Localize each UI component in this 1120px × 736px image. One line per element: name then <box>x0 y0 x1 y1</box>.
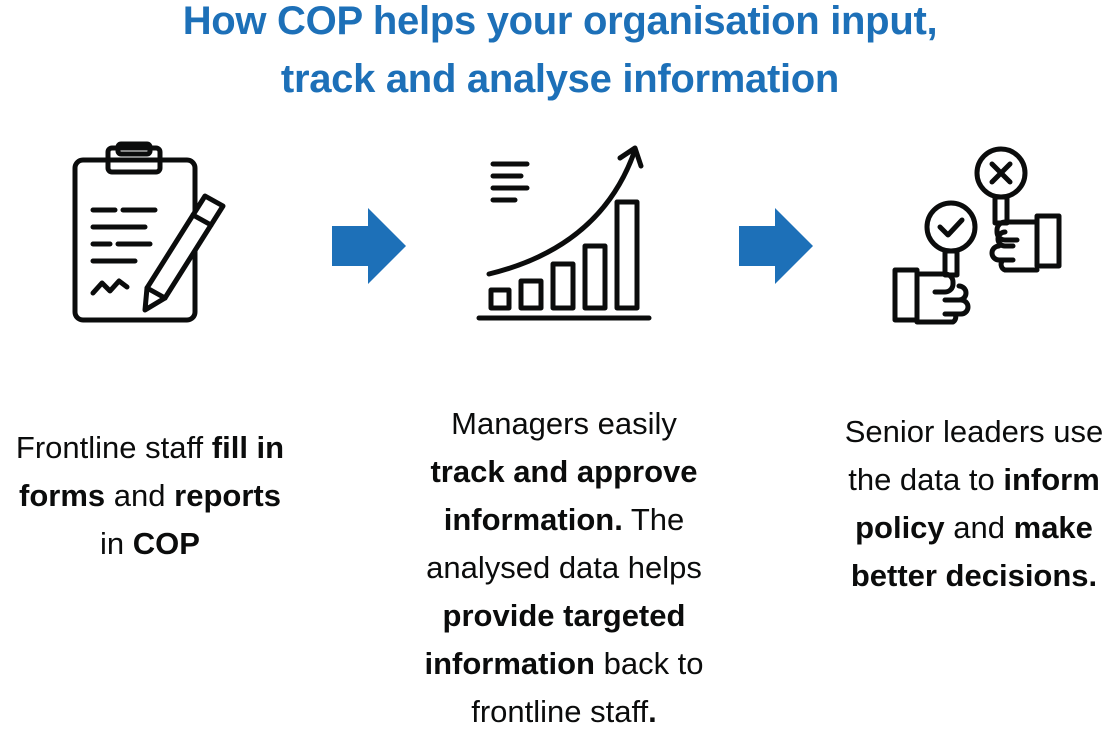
caption-bold-text: information. <box>443 502 623 537</box>
growth-chart-icon <box>476 145 652 321</box>
step-2-caption: Managers easily track and approve inform… <box>403 400 725 736</box>
caption-text: in <box>100 526 133 561</box>
caption-bold-text: reports <box>174 478 281 513</box>
right-arrow-icon <box>332 208 406 284</box>
caption-bold-text: fill in <box>211 430 285 465</box>
caption-text: frontline staff <box>471 694 649 729</box>
step-1-caption: Frontline staff fill in forms and report… <box>0 424 300 568</box>
decision-paddles-icon <box>892 146 1062 325</box>
caption-bold-text: inform <box>1003 462 1100 497</box>
clipboard-pencil-icon <box>72 141 226 323</box>
caption-text: back to <box>594 646 704 681</box>
caption-text: Managers easily <box>451 406 677 441</box>
right-arrow-icon <box>739 208 813 284</box>
caption-text: and <box>944 510 1014 545</box>
caption-bold-text: track and approve <box>430 454 698 489</box>
caption-text: the data to <box>848 462 1004 497</box>
caption-bold-text: better decisions. <box>850 558 1098 593</box>
caption-text: Frontline staff <box>15 430 212 465</box>
caption-bold-text: information <box>424 646 595 681</box>
caption-bold-text: . <box>648 694 657 729</box>
caption-text: Senior leaders use <box>844 414 1104 449</box>
caption-text: analysed data helps <box>426 550 702 585</box>
title-line-2: track and analyse information <box>280 57 840 101</box>
caption-text: The <box>622 502 685 537</box>
caption-bold-text: policy <box>855 510 945 545</box>
caption-text: and <box>105 478 175 513</box>
title-line-1: How COP helps your organisation input, <box>182 0 938 43</box>
caption-bold-text: make <box>1013 510 1093 545</box>
step-3-caption: Senior leaders use the data to inform po… <box>828 408 1120 600</box>
caption-bold-text: provide targeted <box>442 598 686 633</box>
caption-bold-text: forms <box>19 478 106 513</box>
caption-bold-text: COP <box>132 526 200 561</box>
